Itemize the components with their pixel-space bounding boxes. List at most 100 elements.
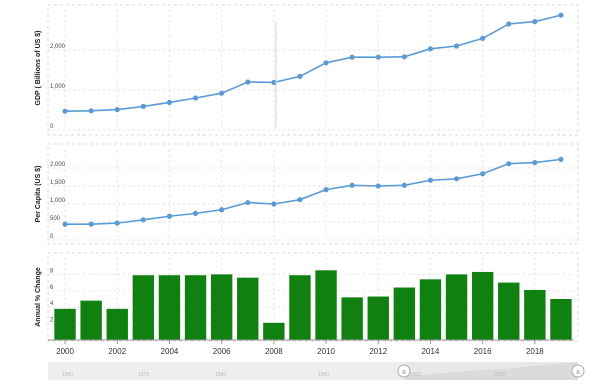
y-tick-label: 1,500 [50,180,66,186]
bar[interactable] [237,277,259,340]
bar[interactable] [315,270,337,340]
navigator-label: 1990 [318,372,329,378]
x-tick-label: 2018 [526,347,544,356]
bar[interactable] [132,275,155,340]
y-tick-label: 4 [50,301,54,307]
data-point[interactable] [62,221,68,227]
data-point[interactable] [323,60,329,66]
bar[interactable] [524,289,546,340]
bar[interactable] [393,287,416,340]
bar[interactable] [263,322,285,340]
data-point[interactable] [323,187,329,193]
data-point[interactable] [219,207,225,213]
data-point[interactable] [375,183,381,189]
x-tick-label: 2010 [317,347,335,356]
bar[interactable] [550,299,572,340]
gdp-ylabel: GDP ( Billions of US $) [35,31,42,106]
data-point[interactable] [245,79,251,85]
data-point[interactable] [532,160,538,166]
data-point[interactable] [192,210,199,216]
bar[interactable] [289,275,311,340]
data-point[interactable] [114,220,120,226]
y-tick-label: 500 [50,216,61,222]
data-point[interactable] [271,201,277,207]
data-point[interactable] [427,177,434,183]
x-tick-label: 2006 [213,347,231,356]
data-point[interactable] [532,19,538,25]
data-point[interactable] [140,103,146,109]
x-tick-label: 2012 [369,347,387,356]
bar[interactable] [106,308,128,340]
bar[interactable] [210,274,233,340]
data-point[interactable] [453,43,460,49]
bar[interactable] [498,282,520,340]
per-capita-ylabel: Per Capita (US $) [35,166,42,223]
bar[interactable] [158,275,181,340]
data-point[interactable] [375,54,381,60]
data-point[interactable] [480,171,486,177]
data-point[interactable] [245,199,251,206]
navigator-label: 2000 [410,372,421,378]
navigator-selection[interactable] [404,362,578,380]
data-point[interactable] [297,73,303,79]
data-point[interactable] [480,35,486,42]
y-tick-label: 1,000 [50,84,66,90]
data-point[interactable] [506,161,512,167]
bar[interactable] [341,297,363,340]
navigator-right-handle[interactable]: ≡ [571,364,585,378]
data-point[interactable] [558,12,564,18]
data-point[interactable] [114,107,120,113]
bar[interactable] [80,300,102,340]
gdp-panel: GDP ( Billions of US $) 0 1,000 2,000 [35,4,579,136]
y-tick-label: 6 [50,285,54,291]
data-point[interactable] [219,90,225,96]
x-tick-label: 2004 [161,347,179,356]
y-tick-label: 2,000 [50,162,66,168]
annual-change-panel: Annual % Change 2 4 6 8 [35,252,579,342]
data-point[interactable] [166,213,173,219]
data-point[interactable] [349,54,355,60]
data-point[interactable] [166,99,173,105]
x-tick-label: 2002 [108,347,126,356]
x-tick-label: 2016 [474,347,492,356]
data-point[interactable] [427,46,434,52]
annual-change-panel-frame [47,252,579,342]
y-tick-label: 2 [50,318,54,324]
x-axis: 2000 2002 2004 2006 2008 2010 2012 2014 2016 2018 [48,339,574,356]
data-point[interactable] [558,156,564,162]
data-point[interactable] [349,182,355,188]
navigator-label: 1960 [62,372,73,378]
per-capita-panel: Per Capita (US $) 0 500 1,000 1,500 2,000 [35,143,579,245]
data-point[interactable] [140,217,146,223]
data-point[interactable] [401,54,407,60]
bar[interactable] [419,279,442,340]
data-point[interactable] [297,197,303,203]
navigator-label: 2010 [494,372,505,378]
x-tick-label: 2014 [422,347,440,356]
bar[interactable] [54,308,76,340]
y-tick-label: 8 [50,268,54,274]
range-navigator[interactable]: 1960 1970 1980 1990 2000 2010 ≡ ≡ [48,362,585,380]
data-point[interactable] [453,176,460,182]
y-tick-label: 2,000 [50,44,66,50]
data-point[interactable] [271,79,277,85]
data-point[interactable] [88,108,94,114]
bar[interactable] [471,271,494,340]
data-point[interactable] [401,182,407,188]
y-tick-label: 0 [50,234,54,240]
annual-change-ylabel: Annual % Change [35,267,42,327]
bar[interactable] [445,274,468,340]
bar[interactable] [367,296,389,340]
bar[interactable] [184,275,207,340]
navigator-left-handle[interactable]: ≡ [397,364,411,378]
gdp-panel-frame [47,4,579,136]
data-point[interactable] [88,221,94,227]
navigator-left-handle-knob[interactable] [397,364,411,378]
navigator-label: 1980 [215,372,226,378]
series-line [65,14,562,112]
navigator-right-handle-knob[interactable] [571,364,585,378]
data-point[interactable] [62,108,68,114]
data-point[interactable] [506,21,512,27]
data-point[interactable] [192,95,199,101]
